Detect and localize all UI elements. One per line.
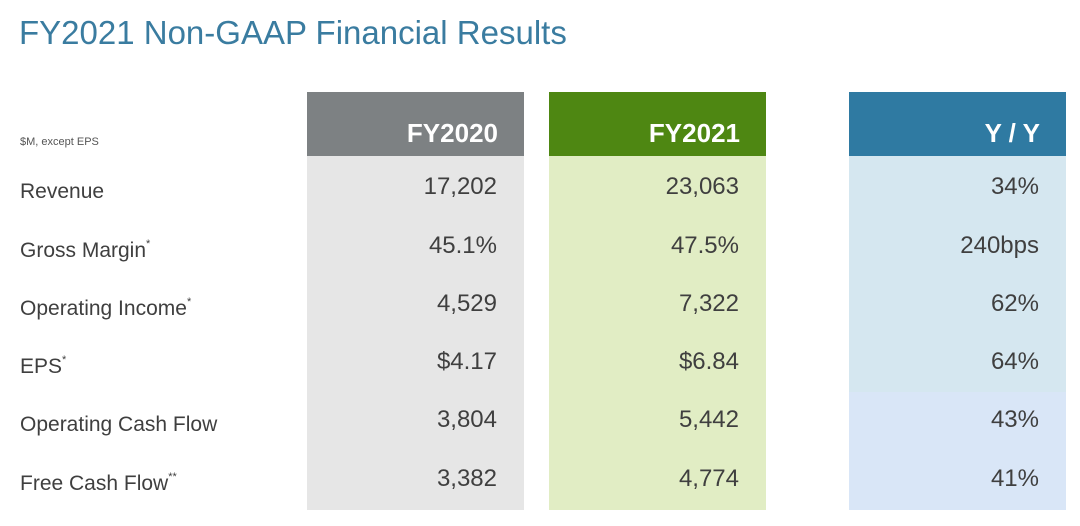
cell-eps-fy2020: $4.17 — [436, 348, 497, 375]
cell-operating-cash-flow-fy2020: 3,804 — [436, 406, 497, 433]
cell-revenue-fy2021: 23,063 — [665, 173, 739, 200]
cell-eps-fy2021: $6.84 — [678, 348, 739, 375]
yy-column-highlight — [849, 392, 1066, 510]
units-note: $M, except EPS — [20, 136, 99, 148]
row-label-operating-income: Operating Income* — [20, 296, 192, 320]
cell-gross-margin-yy: 240bps — [960, 232, 1039, 259]
cell-operating-income-fy2021: 7,322 — [678, 290, 739, 317]
fy2020-header: FY2020 — [307, 92, 524, 156]
cell-revenue-yy: 34% — [990, 173, 1039, 200]
cell-eps-yy: 64% — [990, 348, 1039, 375]
page-title: FY2021 Non-GAAP Financial Results — [19, 14, 567, 51]
row-label-gross-margin: Gross Margin* — [20, 238, 151, 262]
row-label-revenue: Revenue — [20, 180, 105, 203]
fy2020-column-background — [307, 156, 524, 510]
row-label-eps: EPS* — [20, 354, 67, 378]
fy2021-column-background — [549, 156, 766, 510]
yy-header-label: Y / Y — [984, 117, 1040, 148]
fy2020-header-label: FY2020 — [406, 117, 498, 148]
cell-operating-cash-flow-fy2021: 5,442 — [678, 406, 739, 433]
cell-operating-cash-flow-yy: 43% — [990, 406, 1039, 433]
cell-free-cash-flow-fy2020: 3,382 — [436, 465, 497, 492]
cell-revenue-fy2020: 17,202 — [423, 173, 497, 200]
fy2021-header-label: FY2021 — [648, 117, 740, 148]
cell-free-cash-flow-fy2021: 4,774 — [678, 465, 739, 492]
cell-operating-income-fy2020: 4,529 — [436, 290, 497, 317]
cell-gross-margin-fy2021: 47.5% — [670, 232, 739, 259]
cell-gross-margin-fy2020: 45.1% — [428, 232, 497, 259]
cell-operating-income-yy: 62% — [990, 290, 1039, 317]
yy-header: Y / Y — [849, 92, 1066, 156]
cell-free-cash-flow-yy: 41% — [990, 465, 1039, 492]
row-label-free-cash-flow: Free Cash Flow** — [20, 471, 177, 495]
fy2021-header: FY2021 — [549, 92, 766, 156]
row-label-operating-cash-flow: Operating Cash Flow — [20, 413, 218, 436]
